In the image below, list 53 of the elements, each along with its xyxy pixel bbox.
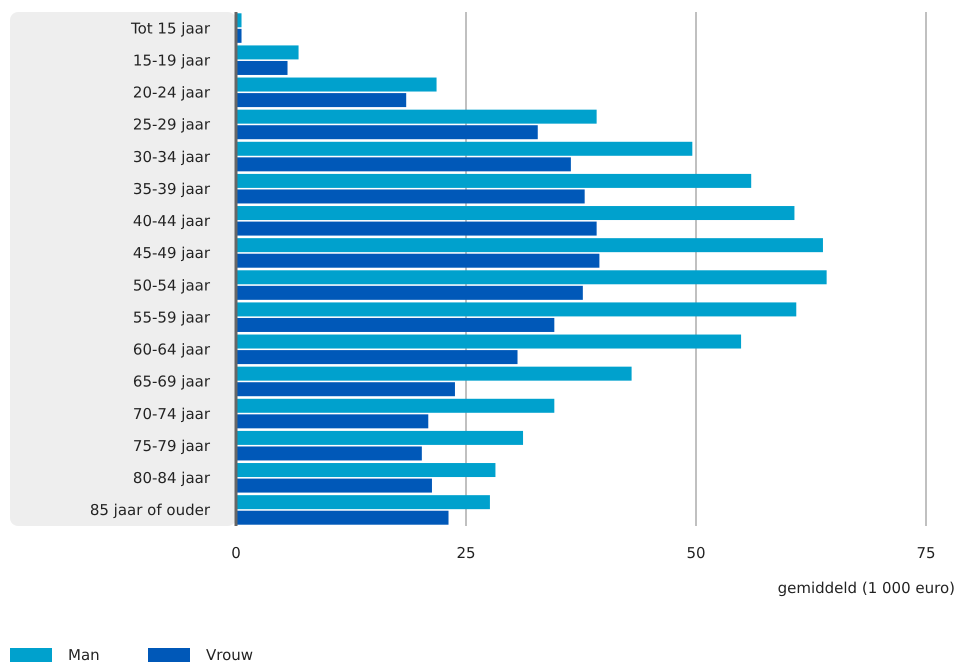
bar [236, 302, 796, 316]
x-tick-label: 75 [916, 544, 936, 562]
bar [236, 478, 432, 493]
x-tick-label: 25 [456, 544, 476, 562]
y-tick-label: 45-49 jaar [132, 244, 211, 262]
bar [236, 254, 600, 268]
y-tick-label: 60-64 jaar [132, 340, 211, 359]
bar [236, 398, 554, 413]
bar [236, 366, 632, 381]
bar [236, 78, 437, 92]
y-tick-label: 85 jaar of ouder [90, 501, 211, 520]
y-tick-label: Tot 15 jaar [130, 19, 211, 38]
y-tick-label: 25-29 jaar [132, 116, 211, 134]
bar [236, 414, 428, 428]
bar [236, 350, 518, 364]
bar [236, 110, 597, 124]
bar [236, 125, 538, 140]
legend-label: Man [68, 646, 100, 664]
y-tick-label: 15-19 jaar [132, 51, 211, 70]
bar [236, 270, 827, 284]
x-tick-label: 0 [231, 544, 241, 562]
y-tick-label: 65-69 jaar [132, 372, 211, 391]
bar [236, 93, 406, 108]
y-tick-label: 20-24 jaar [132, 84, 211, 102]
bar [236, 446, 422, 460]
bar [236, 382, 455, 396]
y-tick-label: 55-59 jaar [132, 308, 211, 326]
bar [236, 45, 299, 60]
bar [236, 495, 490, 510]
bar [236, 174, 752, 188]
y-tick-label: 75-79 jaar [132, 436, 211, 455]
x-tick-label: 50 [686, 544, 706, 562]
y-tick-label: 80-84 jaar [132, 469, 211, 488]
bar [236, 222, 597, 236]
bar [236, 142, 692, 156]
bar [236, 463, 496, 478]
bar [236, 318, 554, 332]
bar [236, 334, 742, 349]
legend-label: Vrouw [206, 646, 254, 664]
y-tick-label: 35-39 jaar [132, 180, 211, 198]
y-tick-label: 30-34 jaar [132, 148, 211, 166]
bar [236, 206, 794, 220]
y-tick-label: 70-74 jaar [132, 404, 211, 423]
bar [236, 60, 288, 75]
bar [236, 430, 524, 445]
y-tick-label: 40-44 jaar [132, 212, 211, 230]
bar [236, 189, 585, 204]
bar [236, 157, 571, 172]
bar [236, 286, 583, 300]
y-tick-label: 50-54 jaar [132, 276, 211, 294]
bar [236, 510, 449, 525]
bar [236, 238, 823, 252]
x-axis-title: gemiddeld (1 000 euro) [778, 579, 955, 597]
